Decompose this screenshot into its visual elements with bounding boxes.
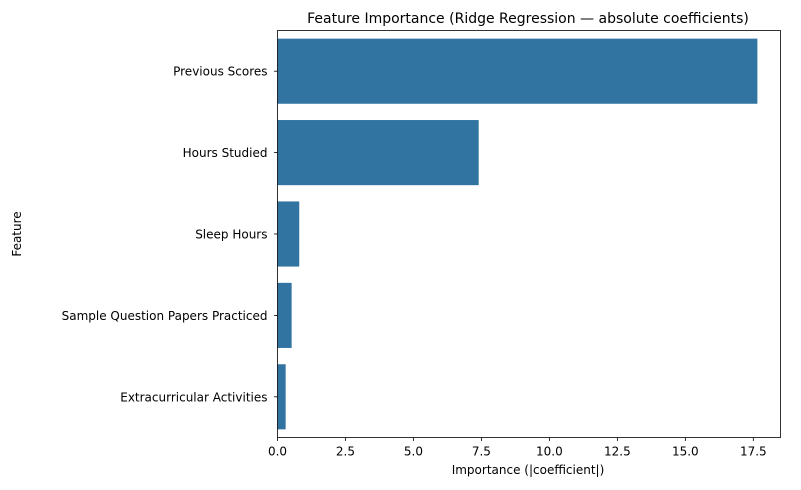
y-tick-label: Hours Studied	[183, 146, 268, 160]
x-tick-label: 5.0	[404, 445, 423, 459]
x-tick-label: 7.5	[472, 445, 491, 459]
y-tick-label: Extracurricular Activities	[120, 390, 267, 404]
bar	[277, 120, 479, 186]
bar	[277, 282, 292, 348]
y-tick-label: Sleep Hours	[195, 228, 267, 242]
y-tick-label: Previous Scores	[173, 65, 267, 79]
bars-group	[277, 38, 758, 430]
y-tick-label: Sample Question Papers Practiced	[62, 309, 268, 323]
bar	[277, 38, 758, 104]
x-tick-label: 2.5	[336, 445, 355, 459]
x-tick-label: 12.5	[604, 445, 631, 459]
chart-title: Feature Importance (Ridge Regression — a…	[307, 11, 749, 27]
x-tick-label: 0.0	[268, 445, 287, 459]
plot-frame	[277, 30, 781, 438]
x-axis-label: Importance (|coefficient|)	[452, 463, 605, 477]
x-tick-label: 15.0	[672, 445, 699, 459]
x-axis-ticks: 0.0 2.5 5.0 7.5 10.0 12.5 15.0 17.5	[268, 437, 767, 459]
x-tick-label: 10.0	[536, 445, 563, 459]
y-axis-ticks: Previous Scores Hours Studied Sleep Hours S…	[62, 65, 278, 404]
bar	[277, 201, 300, 267]
bar	[277, 364, 286, 430]
y-axis-label: Feature	[10, 211, 24, 256]
x-tick-label: 17.5	[740, 445, 767, 459]
